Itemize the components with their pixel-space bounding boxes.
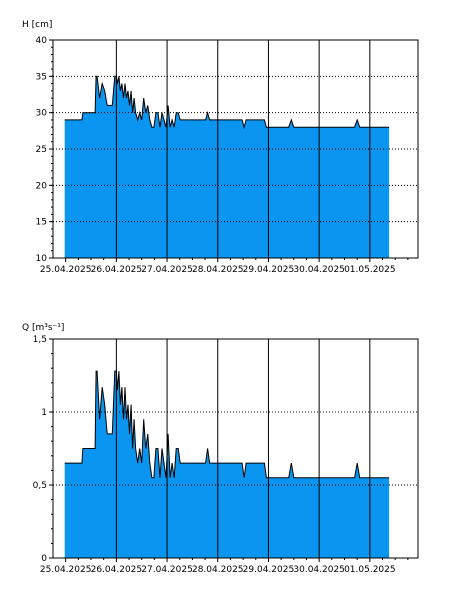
h-x-tick-label: 29.04.2025 [243, 265, 295, 275]
water-level-chart: H [cm] 10 15 20 25 30 35 40 25.04.2025 26.04.202… [22, 20, 419, 275]
h-x-tick-label: 27.04.2025 [141, 265, 193, 275]
h-x-tick-label: 26.04.2025 [91, 265, 143, 275]
h-y-tick-label: 35 [36, 72, 47, 82]
h-x-tick-label: 28.04.2025 [192, 265, 244, 275]
discharge-axis-label: Q [m³s⁻¹] [22, 323, 64, 333]
h-y-tick-label: 30 [36, 109, 48, 119]
h-series-line [64, 75, 390, 130]
q-y-tick-label: 0,5 [33, 481, 47, 491]
q-x-tick-label: 01.05.2025 [344, 565, 396, 575]
h-x-tick-label: 01.05.2025 [344, 265, 396, 275]
q-x-tick-label: 28.04.2025 [192, 565, 244, 575]
h-y-tick-label: 25 [36, 145, 47, 155]
q-x-tick-label: 27.04.2025 [141, 565, 193, 575]
q-series-area [64, 371, 390, 558]
q-x-tick-label: 26.04.2025 [91, 565, 143, 575]
q-x-tick-label: 30.04.2025 [293, 565, 345, 575]
q-x-tick-label: 25.04.2025 [40, 565, 92, 575]
discharge-chart: Q [m³s⁻¹] 0 0,5 1 1,5 25.04.2025 26.04.2025 27… [22, 323, 419, 575]
water-level-axis-label: H [cm] [22, 20, 52, 30]
q-y-tick-label: 1 [41, 408, 47, 418]
q-series-line [64, 370, 390, 479]
q-y-tick-label: 0 [41, 554, 47, 564]
h-x-tick-label: 25.04.2025 [40, 265, 92, 275]
h-y-tick-label: 10 [36, 254, 48, 264]
h-y-tick-label: 40 [36, 36, 48, 46]
h-series-area [64, 76, 390, 258]
h-y-tick-label: 15 [36, 218, 47, 228]
q-x-tick-label: 29.04.2025 [243, 565, 295, 575]
discharge-plot: 0 0,5 1 1,5 25.04.2025 26.04.2025 27.04.2025 28… [33, 335, 419, 575]
h-y-tick-label: 20 [36, 181, 48, 191]
h-x-tick-label: 30.04.2025 [293, 265, 345, 275]
water-level-plot: 10 15 20 25 30 35 40 25.04.2025 26.04.2025 27.04.… [36, 36, 419, 275]
q-y-tick-label: 1,5 [33, 335, 47, 345]
q-plot-frame [52, 338, 419, 559]
